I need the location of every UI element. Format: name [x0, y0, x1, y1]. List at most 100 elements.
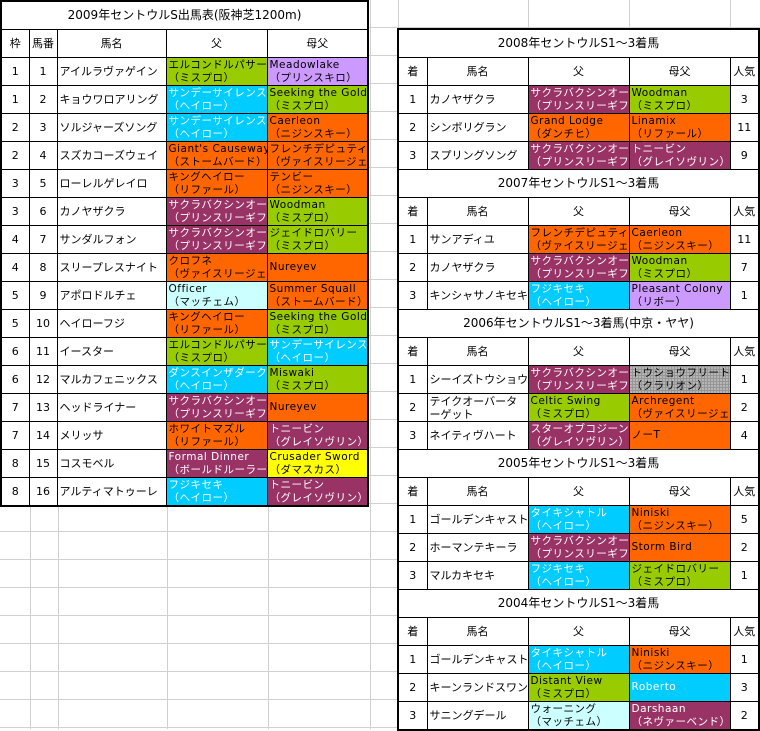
dam-sire-cell-line: （ミスプロ）: [269, 323, 336, 336]
sire-cell-name: エルコンドルパサー: [168, 58, 267, 71]
sire-cell-line: （ストームバード）: [168, 155, 267, 168]
horse-number-cell: 15: [28, 449, 58, 478]
rank-cell: 2: [397, 533, 428, 562]
horse-name-cell: アポロドルチェ: [56, 281, 167, 310]
dam-sire-cell: Darshaan （ネヴァーベンド）: [628, 701, 731, 731]
dam-sire-cell-name: Pleasant Colony: [631, 282, 724, 295]
sire-cell-line: （ヘイロー）: [168, 99, 235, 112]
rank-cell: 1: [397, 225, 428, 254]
dam-sire-cell: Caerleon （ニジンスキー）: [266, 113, 369, 142]
dam-sire-cell: Woodman （ミスプロ）: [628, 85, 731, 114]
horse-number-cell: 12: [28, 365, 58, 394]
sire-cell-line: （ヘイロー）: [530, 519, 597, 532]
table-row: 5 9 アポロドルチェ Officer （マッチェム） Summer Squall （ストー…: [0, 281, 369, 310]
sire-cell-name: エルコンドルパサー: [168, 338, 267, 351]
dam-sire-cell: Crusader Sword （ダマスカス）: [266, 449, 369, 478]
horse-number-cell: 10: [28, 309, 58, 338]
popularity-cell: 1: [729, 365, 760, 394]
sire-cell-line: （マッチェム）: [530, 715, 608, 728]
sire-cell-line: （プリンスリーギフ）: [168, 211, 267, 224]
sire-cell: サクラバクシンオー（プリンスリーギフ）: [527, 533, 630, 562]
sire-cell-name: Giant's Causeway: [168, 142, 267, 155]
rank-cell: 2: [397, 253, 428, 282]
table-row: 1 1 アイルラヴァゲイン エルコンドルパサー （ミスプロ） Meadowlake （プリン…: [0, 57, 369, 86]
dam-sire-cell-name: Summer Squall: [269, 282, 357, 295]
dam-sire-cell-name: Niniski: [631, 506, 670, 519]
popularity-cell: 2: [729, 701, 760, 731]
dam-sire-cell-line: （ダマスカス）: [269, 463, 347, 476]
section-title-row: 2004年セントウルS1～3着馬: [397, 589, 760, 618]
dam-sire-cell-name: Caerleon: [631, 226, 683, 239]
dam-sire-cell-name: トウショウフリート: [631, 366, 730, 379]
horse-name-cell: ソルジャーズソング: [56, 113, 167, 142]
dam-sire-cell: ジェイドロバリー （ミスプロ）: [266, 225, 369, 254]
sire-cell-name: ホワイトマズル: [168, 422, 246, 435]
dam-sire-cell-line: （ストームバード）: [269, 295, 369, 308]
sire-cell: サクラバクシンオー（プリンスリーギフ）: [527, 85, 630, 114]
column-header: 母父: [628, 477, 731, 506]
sire-cell-name: タイキシャトル: [530, 506, 608, 519]
sire-cell: キングヘイロー （リファール）: [165, 169, 268, 198]
horse-number-cell: 7: [28, 225, 58, 254]
sire-cell-line: （ミスプロ）: [530, 407, 597, 420]
dam-sire-cell-name: Nureyev: [269, 401, 317, 413]
section-title-row: 2006年セントウルS1～3着馬(中京・ヤヤ): [397, 309, 760, 338]
horse-number-cell: 13: [28, 393, 58, 422]
waku-cell: 7: [0, 421, 30, 450]
horse-name-cell: カノヤザクラ: [56, 197, 167, 226]
dam-sire-cell: Caerleon （ニジンスキー）: [628, 225, 731, 254]
horse-name-cell: マルカキセキ: [426, 561, 529, 590]
header-row: 着馬名父母父 人気: [397, 57, 760, 86]
dam-sire-cell-name: Linamix: [631, 114, 677, 127]
dam-sire-cell: Miswaki （ミスプロ）: [266, 365, 369, 394]
column-header: 着: [397, 197, 428, 226]
sire-cell: Giant's Causeway （ストームバード）: [165, 141, 268, 170]
sire-cell: Formal Dinner（ボールドルーラー）: [165, 449, 268, 478]
sire-cell: スターオブコジーン （グレイソヴリン）: [527, 421, 630, 450]
dam-sire-cell-name: Woodman: [631, 254, 688, 267]
past-results-table: 2008年セントウルS1～3着馬着馬名父母父 人気 1 カノヤザクラ サクラバクシンオー…: [397, 28, 760, 731]
dam-sire-cell-name: Darshaan: [631, 702, 686, 715]
sire-cell-line: （ヴァイスリージェ）: [168, 267, 267, 280]
dam-sire-cell-name: Woodman: [631, 86, 688, 99]
result-row: 3 マルカキセキ フジキセキ （ヘイロー） ジェイドロバリー （ミスプロ） 1: [397, 561, 760, 590]
sire-cell: ウォーニング （マッチェム）: [527, 701, 630, 731]
horse-name-cell: ヘイローフジ: [56, 309, 167, 338]
waku-cell: 8: [0, 449, 30, 478]
horse-name-cell: スズカコーズウェイ: [56, 141, 167, 170]
dam-sire-cell: Seeking the Gold （ミスプロ）: [266, 85, 369, 114]
column-header: 馬名: [56, 29, 167, 58]
dam-sire-cell: Niniski （ニジンスキー）: [628, 505, 731, 534]
column-header: 母父: [628, 57, 731, 86]
column-header: 馬名: [426, 477, 529, 506]
sire-cell-name: サクラバクシンオー: [530, 254, 629, 267]
dam-sire-cell-line: （グレイソヴリン）: [631, 155, 730, 168]
sire-cell-line: （グレイソヴリン）: [530, 435, 629, 448]
waku-cell: 2: [0, 113, 30, 142]
dam-sire-cell: Woodman （ミスプロ）: [266, 197, 369, 226]
dam-sire-cell-name: トニービン: [269, 478, 325, 491]
sire-cell-line: （プリンスリーギフ）: [530, 547, 629, 560]
sire-cell: キングヘイロー （リファール）: [165, 309, 268, 338]
horse-name-cell: サンアディユ: [426, 225, 529, 254]
sire-cell-line: （ヘイロー）: [168, 127, 235, 140]
horse-number-cell: 4: [28, 141, 58, 170]
sire-cell-line: （ミスプロ）: [530, 687, 597, 700]
horse-name-cell: コスモベル: [56, 449, 167, 478]
column-header: 馬番: [28, 29, 58, 58]
dam-sire-cell-line: （ミスプロ）: [631, 575, 698, 588]
sire-cell-line: （リファール）: [168, 323, 246, 336]
sire-cell-name: フジキセキ: [530, 282, 586, 295]
dam-sire-cell-name: Woodman: [269, 198, 326, 211]
section-title-row: 2007年セントウルS1～3着馬: [397, 169, 760, 198]
column-header: 母父: [628, 197, 731, 226]
horse-number-cell: 9: [28, 281, 58, 310]
dam-sire-cell-line: （リボー）: [631, 295, 687, 308]
header-row: 着馬名父母父 人気: [397, 197, 760, 226]
sire-cell-line: （プリンスリーギフ）: [530, 379, 629, 392]
sire-cell-line: （ヴァイスリージェ）: [530, 239, 629, 252]
table-row: 1 2 キョウワロアリング サンデーサイレンス （ヘイロー） Seeking the Go…: [0, 85, 369, 114]
horse-number-cell: 3: [28, 113, 58, 142]
